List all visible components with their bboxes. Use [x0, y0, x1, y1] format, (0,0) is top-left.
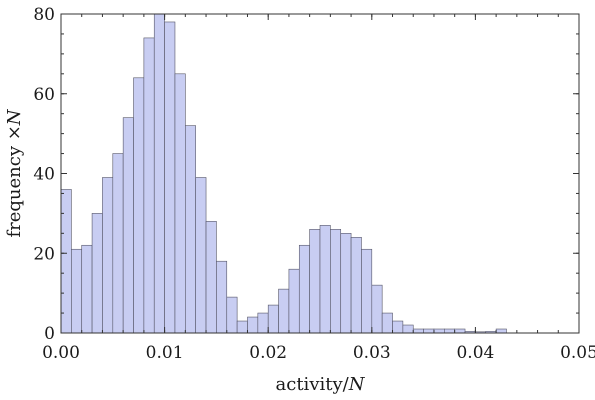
histogram-bar [71, 248, 83, 334]
histogram-bar [381, 312, 393, 334]
histogram-bar [402, 324, 414, 334]
y-tick-label: 40 [33, 165, 55, 185]
histogram-bar [195, 177, 207, 334]
histogram-bar [122, 117, 134, 334]
histogram-bar [433, 328, 445, 334]
histogram-bar [91, 213, 103, 334]
histogram-bar [185, 125, 196, 334]
x-axis-label-var: N [348, 374, 366, 395]
y-axis-label: frequency ×N [4, 108, 25, 237]
histogram-bar [371, 284, 383, 334]
x-axis-label-text: activity/ [276, 374, 350, 395]
histogram-bar [423, 328, 435, 334]
histogram-bar [102, 177, 114, 334]
y-tick-label: 80 [33, 5, 55, 25]
x-tick-label: 0.00 [42, 343, 80, 363]
x-tick-label: 0.04 [456, 343, 494, 363]
histogram-bar [226, 296, 238, 334]
histogram-bar [361, 248, 373, 334]
histogram-bar [247, 316, 259, 334]
histogram-bar [216, 260, 228, 334]
histogram-bar [133, 77, 145, 334]
histogram-bar [392, 320, 404, 334]
y-tick-label: 0 [44, 324, 55, 344]
histogram-bar [350, 237, 362, 334]
histogram-bar [309, 229, 321, 334]
y-axis-label-var: N [4, 108, 25, 126]
x-axis-label: activity/N [276, 374, 366, 395]
histogram-bar [174, 73, 186, 334]
histogram-bar [81, 244, 93, 334]
y-axis-ticks: 0 20 40 60 80 [33, 5, 579, 344]
x-tick-label: 0.05 [560, 343, 595, 363]
histogram-bar [143, 37, 155, 334]
histogram-bar [495, 328, 507, 334]
y-tick-label: 60 [33, 85, 55, 105]
y-tick-label: 20 [33, 244, 55, 264]
histogram-bar [205, 221, 217, 334]
y-axis-label-text: frequency × [4, 125, 25, 237]
histogram-bar [112, 153, 124, 334]
x-tick-label: 0.02 [249, 343, 287, 363]
x-tick-label: 0.03 [353, 343, 391, 363]
histogram-bar [412, 328, 424, 334]
x-axis-ticks: 0.00 0.01 0.02 0.03 0.04 0.05 [42, 14, 595, 363]
histogram-bar [236, 320, 248, 334]
histogram-bar [153, 13, 165, 334]
histogram-bar [330, 229, 342, 334]
histogram-bar [267, 304, 279, 334]
histogram-bar [278, 288, 290, 334]
histogram-bar [257, 312, 269, 334]
histogram-bar [340, 233, 352, 334]
histogram-bar [288, 268, 300, 334]
histogram-bars [60, 13, 507, 334]
histogram-bar [319, 225, 331, 334]
histogram-bar [164, 21, 176, 334]
histogram-bar [454, 328, 466, 334]
histogram-bar [298, 244, 310, 334]
x-tick-label: 0.01 [146, 343, 184, 363]
histogram-bar [60, 189, 72, 334]
histogram-bar [444, 328, 455, 334]
